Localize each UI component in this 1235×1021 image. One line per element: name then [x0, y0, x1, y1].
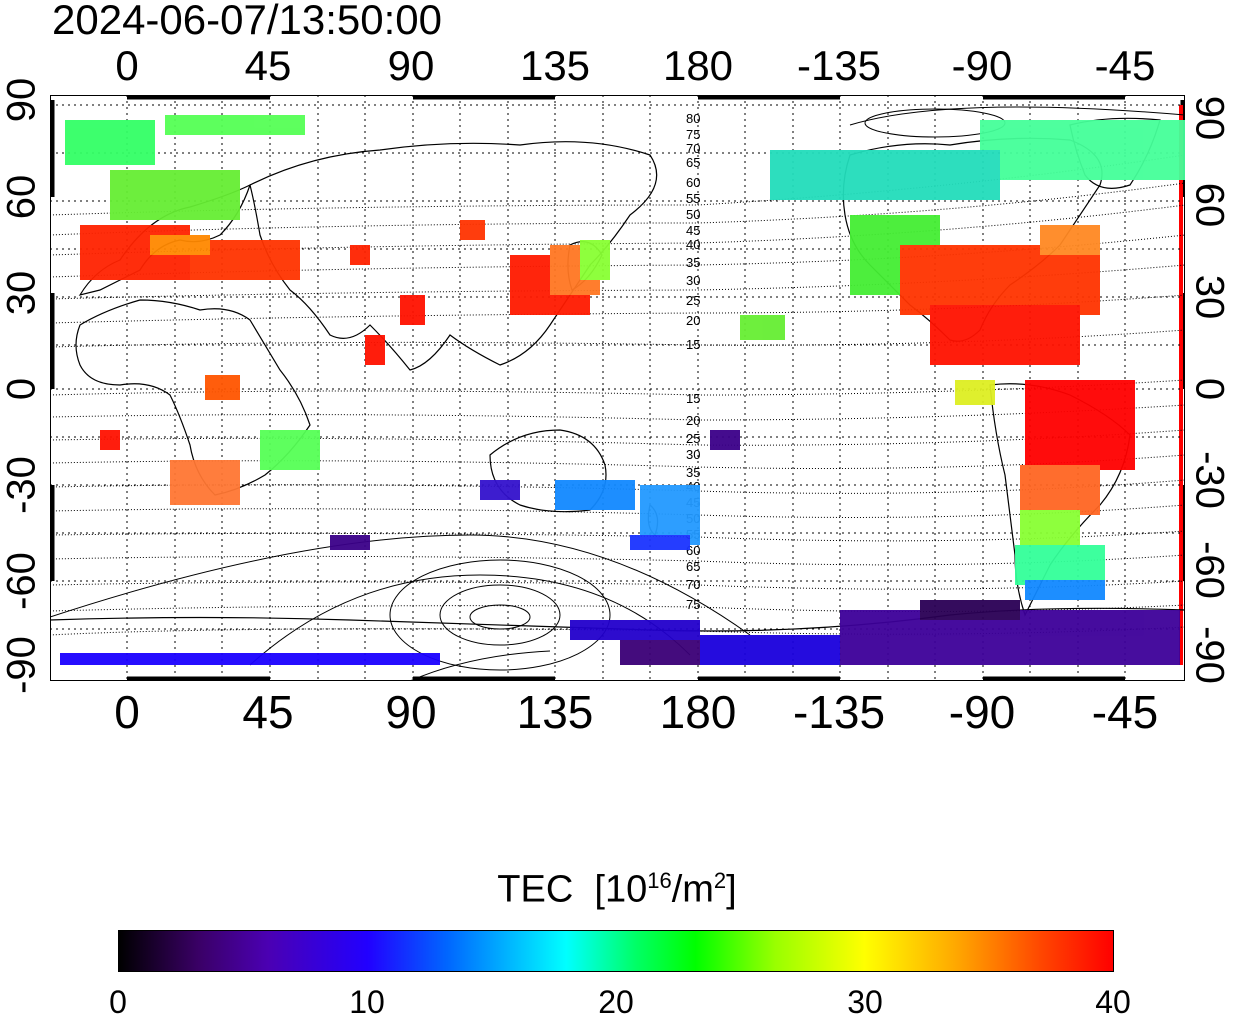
colorbar-unit-exp2: 2 — [713, 868, 727, 893]
left-lat-tick: 90 — [0, 77, 44, 123]
colorbar-tick: 0 — [109, 984, 127, 1020]
right-lat-tick: -30 — [1187, 451, 1232, 509]
colorbar-title-name: TEC — [497, 868, 574, 911]
contour-label: 50 — [686, 207, 700, 222]
colorbar-unit-exp: 16 — [647, 868, 672, 893]
contour-label: 35 — [686, 465, 700, 480]
contour-label: 75 — [686, 127, 700, 142]
tec-colorbar — [118, 930, 1114, 972]
contour-label: 55 — [686, 191, 700, 206]
right-lat-tick: 90 — [1187, 95, 1232, 141]
right-lat-tick: 30 — [1187, 274, 1232, 320]
left-lat-tick: -30 — [0, 456, 44, 514]
bottom-lon-tick: 135 — [516, 686, 594, 738]
bottom-lon-tick: -45 — [1091, 686, 1159, 738]
contour-label: 15 — [686, 337, 700, 352]
bottom-lon-tick: 45 — [242, 686, 294, 738]
left-lat-tick: 60 — [0, 174, 44, 220]
contour-label: 15 — [686, 391, 700, 406]
colorbar-unit-mid: /m — [671, 868, 714, 911]
contour-label: 25 — [686, 431, 700, 446]
colorbar-tick: 30 — [847, 984, 883, 1020]
top-lon-tick: 135 — [519, 42, 591, 89]
contour-label: 45 — [686, 223, 700, 238]
right-lat-tick: 60 — [1187, 182, 1232, 228]
contour-label: 65 — [686, 559, 700, 574]
contour-label: 70 — [686, 141, 700, 156]
colorbar-unit-suffix: ] — [726, 868, 737, 911]
top-lon-tick: -45 — [1094, 42, 1156, 89]
top-lon-tick: 180 — [662, 42, 734, 89]
contour-label: 20 — [686, 413, 700, 428]
colorbar-tick: 20 — [598, 984, 634, 1020]
bottom-lon-tick: -135 — [792, 686, 886, 738]
contour-label: 30 — [686, 447, 700, 462]
colorbar-title: TEC [1016/m2] — [497, 868, 736, 912]
contour-label: 25 — [686, 293, 700, 308]
top-lon-tick: -90 — [951, 42, 1013, 89]
contour-label: 60 — [686, 175, 700, 190]
left-lat-tick: 0 — [0, 377, 44, 401]
bottom-lon-tick: 0 — [114, 686, 140, 738]
top-lon-tick: 45 — [244, 42, 292, 89]
tec-patches — [60, 115, 1185, 665]
bottom-lon-tick: -90 — [948, 686, 1016, 738]
contour-label: 30 — [686, 273, 700, 288]
bottom-lon-tick: 180 — [659, 686, 737, 738]
top-lon-tick: 90 — [387, 42, 435, 89]
contour-label: 70 — [686, 577, 700, 592]
contour-label: 80 — [686, 111, 700, 126]
top-lon-tick: -135 — [796, 42, 882, 89]
contour-label: 65 — [686, 155, 700, 170]
right-lat-tick: -90 — [1187, 626, 1232, 684]
colorbar-tick: 40 — [1095, 984, 1131, 1020]
left-lat-tick: -90 — [0, 636, 44, 694]
colorbar-unit-prefix: [10 — [594, 868, 648, 911]
top-lon-tick: 0 — [115, 42, 139, 89]
colorbar-tick: 10 — [349, 984, 385, 1020]
contour-label: 40 — [686, 237, 700, 252]
right-lat-tick: 0 — [1187, 377, 1232, 401]
tec-map: 80 75 70 65 60 55 50 45 40 35 30 25 20 1… — [50, 95, 1185, 681]
contour-label: 75 — [686, 597, 700, 612]
contour-label: 20 — [686, 313, 700, 328]
bottom-lon-tick: 90 — [385, 686, 437, 738]
right-lat-tick: -60 — [1187, 541, 1232, 599]
left-lat-tick: 30 — [0, 270, 44, 316]
contour-label: 35 — [686, 255, 700, 270]
timestamp: 2024-06-07/13:50:00 — [52, 0, 442, 43]
left-lat-tick: -60 — [0, 552, 44, 610]
